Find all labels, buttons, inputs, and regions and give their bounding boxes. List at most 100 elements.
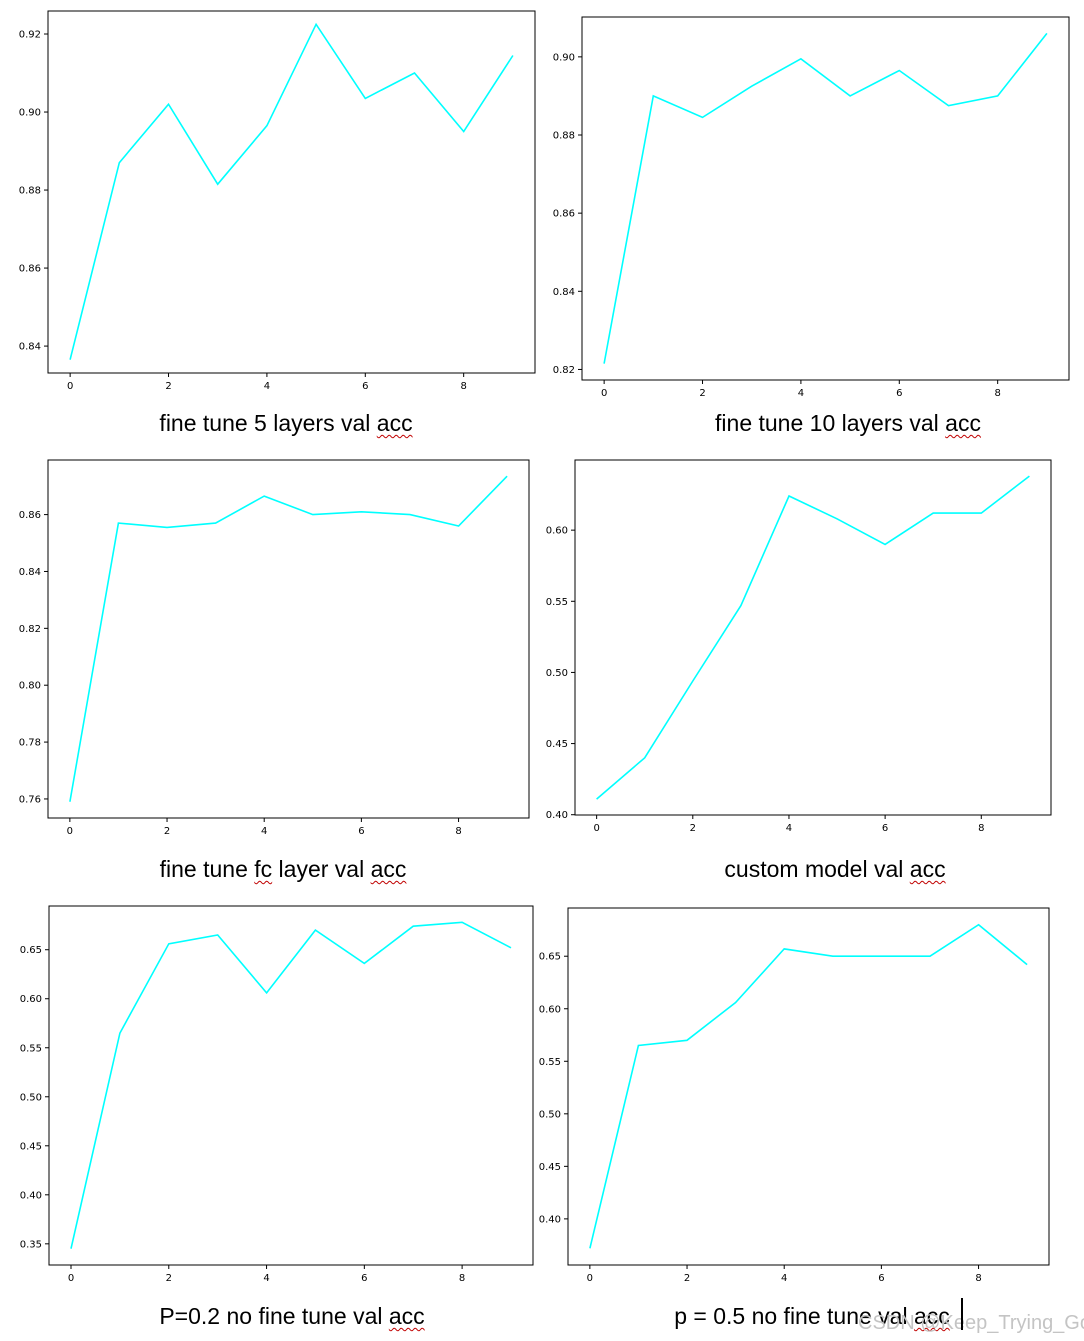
chart-5-y-tick-label: 0.35 bbox=[20, 1239, 42, 1250]
chart-1-axes-frame bbox=[47, 10, 536, 374]
spellcheck-underlined-word: acc bbox=[388, 1303, 425, 1329]
chart-caption-3: fine tune fc layer val acc bbox=[160, 856, 407, 883]
chart-3-y-tick-label: 0.80 bbox=[19, 681, 41, 692]
chart-2-axes-frame bbox=[581, 16, 1070, 381]
chart-3-y-tick-label: 0.82 bbox=[19, 624, 41, 635]
spellcheck-underlined-word: acc bbox=[913, 1303, 950, 1329]
chart-6-y-tick-label: 0.60 bbox=[539, 1004, 561, 1015]
chart-3-y-tick-label: 0.84 bbox=[19, 567, 41, 578]
spellcheck-underlined-word: acc bbox=[909, 856, 946, 882]
chart-2-x-tick-label: 6 bbox=[896, 388, 902, 399]
chart-2-series-line bbox=[603, 32, 1048, 364]
caption-text: custom model val bbox=[724, 856, 910, 882]
chart-6-x-tick-label: 4 bbox=[781, 1273, 787, 1284]
spellcheck-underlined-word: acc bbox=[945, 410, 981, 436]
chart-2-y-tick-label: 0.86 bbox=[553, 209, 575, 220]
chart-5-axes-frame bbox=[48, 905, 534, 1266]
chart-6-axes-frame bbox=[567, 907, 1050, 1266]
chart-3-x-tick-label: 0 bbox=[67, 826, 73, 837]
chart-4-y-tick-label: 0.55 bbox=[546, 597, 568, 608]
chart-5-y-tick-label: 0.45 bbox=[20, 1141, 42, 1152]
chart-5-y-tick-label: 0.50 bbox=[20, 1092, 42, 1103]
chart-4-y-tick-label: 0.45 bbox=[546, 739, 568, 750]
chart-2-x-tick-label: 0 bbox=[601, 388, 607, 399]
chart-1-y-tick-label: 0.88 bbox=[19, 186, 41, 197]
caption-text: fine tune 5 layers val bbox=[159, 410, 377, 436]
chart-2-x-tick-label: 2 bbox=[699, 388, 705, 399]
chart-caption-2: fine tune 10 layers val acc bbox=[715, 410, 981, 437]
chart-6-y-tick-label: 0.45 bbox=[539, 1162, 561, 1173]
chart-3-x-tick-label: 8 bbox=[455, 826, 461, 837]
chart-6-y-tick-label: 0.55 bbox=[539, 1057, 561, 1068]
chart-6-x-tick-label: 0 bbox=[587, 1273, 593, 1284]
chart-2-y-tick-label: 0.84 bbox=[553, 287, 575, 298]
chart-4-y-tick-label: 0.50 bbox=[546, 668, 568, 679]
chart-6-y-tick-label: 0.50 bbox=[539, 1109, 561, 1120]
chart-6-x-tick-label: 2 bbox=[684, 1273, 690, 1284]
chart-5-x-tick-label: 8 bbox=[459, 1273, 465, 1284]
chart-1-y-tick-label: 0.90 bbox=[19, 108, 41, 119]
chart-4-x-tick-label: 8 bbox=[978, 823, 984, 834]
chart-6-x-tick-label: 6 bbox=[878, 1273, 884, 1284]
spellcheck-underlined-word: acc bbox=[376, 410, 413, 436]
caption-text: fine tune 10 layers val bbox=[715, 410, 946, 436]
chart-4-x-tick-label: 4 bbox=[786, 823, 792, 834]
chart-caption-1: fine tune 5 layers val acc bbox=[159, 410, 412, 437]
chart-4-series-line bbox=[596, 475, 1030, 800]
chart-1-x-tick-label: 2 bbox=[165, 381, 171, 392]
chart-6: 0 2 4 6 8 0.40 0.45 0.50 0.55 0.60 0.65 bbox=[539, 907, 1050, 1284]
spellcheck-underlined-word: fc bbox=[254, 856, 273, 882]
chart-3-y-tick-label: 0.76 bbox=[19, 794, 41, 805]
chart-1-x-tick-label: 4 bbox=[264, 381, 270, 392]
chart-6-series-line bbox=[589, 923, 1028, 1249]
chart-2-y-tick-label: 0.82 bbox=[553, 365, 575, 376]
caption-text: p = 0.5 no fine tune val bbox=[674, 1303, 914, 1329]
chart-5-x-tick-label: 2 bbox=[166, 1273, 172, 1284]
chart-3-x-tick-label: 6 bbox=[358, 826, 364, 837]
chart-1-y-tick-label: 0.84 bbox=[19, 342, 41, 353]
chart-5-y-tick-label: 0.60 bbox=[20, 994, 42, 1005]
chart-4: 0 2 4 6 8 0.40 0.45 0.50 0.55 0.60 bbox=[546, 459, 1052, 834]
chart-1-x-tick-label: 8 bbox=[460, 381, 466, 392]
caption-text: layer val bbox=[272, 856, 371, 882]
chart-5-y-tick-label: 0.55 bbox=[20, 1043, 42, 1054]
chart-5-y-tick-label: 0.40 bbox=[20, 1190, 42, 1201]
chart-3-y-tick-label: 0.78 bbox=[19, 738, 41, 749]
chart-1-x-tick-label: 6 bbox=[362, 381, 368, 392]
text-cursor bbox=[961, 1298, 963, 1330]
spellcheck-underlined-word: acc bbox=[370, 856, 407, 882]
chart-2-y-tick-label: 0.90 bbox=[553, 52, 575, 63]
chart-3-x-tick-label: 4 bbox=[261, 826, 267, 837]
chart-2-x-tick-label: 8 bbox=[994, 388, 1000, 399]
chart-3-series-line bbox=[69, 475, 508, 802]
chart-3-y-tick-label: 0.86 bbox=[19, 510, 41, 521]
caption-text: P=0.2 no fine tune val bbox=[159, 1303, 389, 1329]
chart-3: 0 2 4 6 8 0.76 0.78 0.80 0.82 0.84 0.86 bbox=[19, 459, 530, 837]
chart-1-y-tick-label: 0.86 bbox=[19, 264, 41, 275]
chart-2-y-tick-label: 0.88 bbox=[553, 131, 575, 142]
chart-1: 0 2 4 6 8 0.84 0.86 0.88 0.90 0.92 bbox=[19, 10, 536, 392]
chart-1-x-tick-label: 0 bbox=[67, 381, 73, 392]
chart-4-x-tick-label: 2 bbox=[690, 823, 696, 834]
chart-1-series-line bbox=[69, 22, 514, 360]
chart-6-y-tick-label: 0.65 bbox=[539, 952, 561, 963]
chart-caption-5: P=0.2 no fine tune val acc bbox=[159, 1303, 424, 1330]
chart-caption-6: p = 0.5 no fine tune val acc bbox=[674, 1303, 950, 1330]
chart-5-y-tick-label: 0.65 bbox=[20, 945, 42, 956]
watermark: CSDN @Keep_Trying_Go bbox=[858, 1312, 1084, 1334]
chart-5-x-tick-label: 4 bbox=[263, 1273, 269, 1284]
chart-3-axes-frame bbox=[47, 459, 530, 819]
chart-2: 0 2 4 6 8 0.82 0.84 0.86 0.88 0.90 bbox=[553, 16, 1070, 399]
chart-4-y-tick-label: 0.40 bbox=[546, 810, 568, 821]
chart-6-x-tick-label: 8 bbox=[975, 1273, 981, 1284]
chart-5-x-tick-label: 6 bbox=[361, 1273, 367, 1284]
chart-3-x-tick-label: 2 bbox=[164, 826, 170, 837]
chart-5: 0 2 4 6 8 0.35 0.40 0.45 0.50 0.55 0.60 0.65 bbox=[20, 905, 534, 1284]
chart-caption-4: custom model val acc bbox=[724, 856, 945, 883]
chart-4-axes-frame bbox=[574, 459, 1052, 816]
caption-text: fine tune bbox=[159, 856, 255, 882]
chart-4-x-tick-label: 6 bbox=[882, 823, 888, 834]
chart-5-x-tick-label: 0 bbox=[68, 1273, 74, 1284]
chart-5-series-line bbox=[70, 921, 512, 1249]
